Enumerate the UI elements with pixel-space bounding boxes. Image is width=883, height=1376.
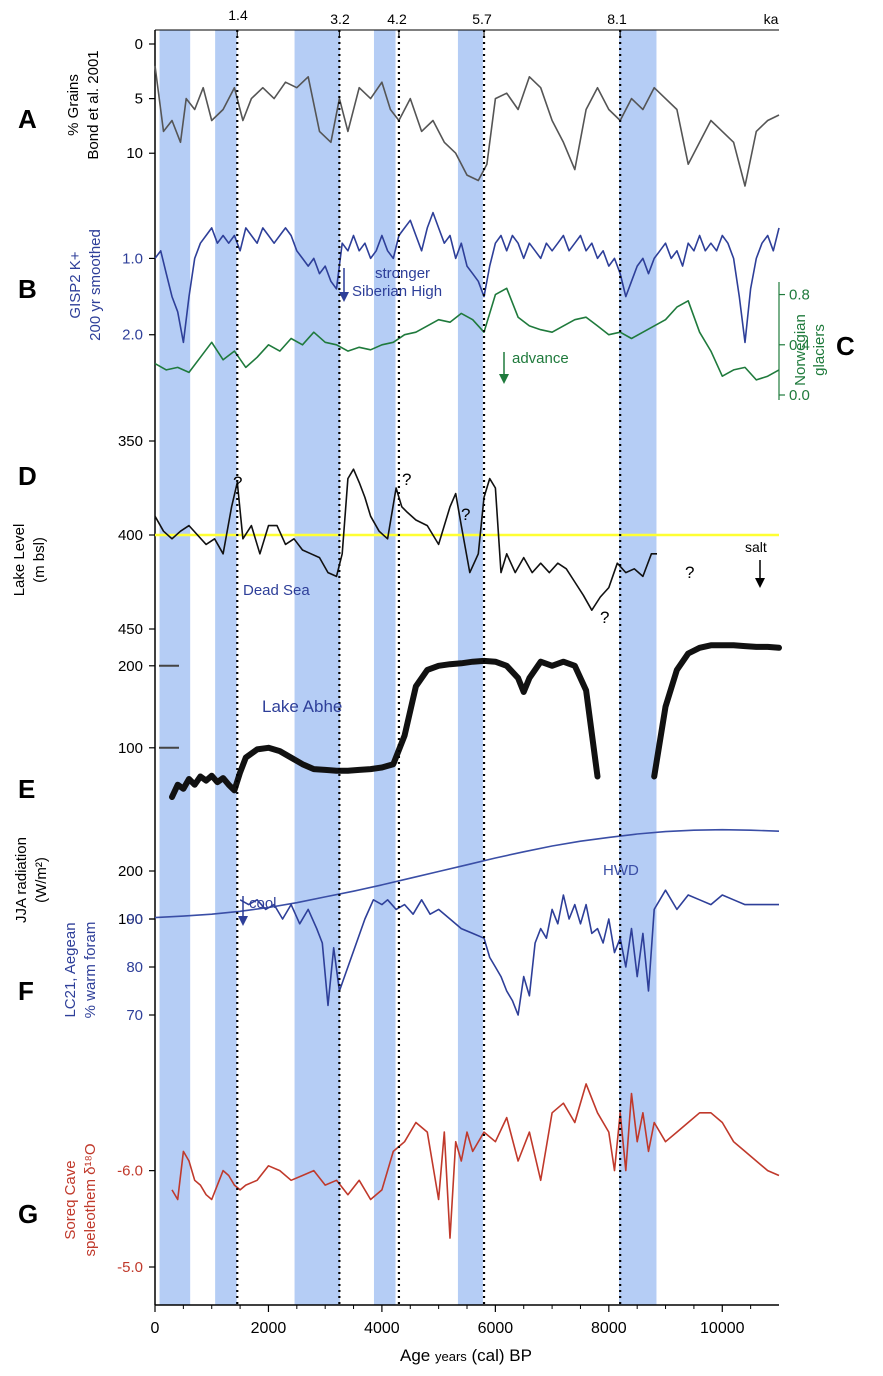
y-tick-label-C: 0.0 <box>789 387 810 404</box>
ylabel-g-1: Soreq Cave <box>62 1160 79 1239</box>
y-tick-label-E: 200 <box>118 658 143 675</box>
y-tick-label-D: 400 <box>118 527 143 544</box>
ylabel-f-2: % warm foram <box>82 922 99 1019</box>
arrow-cool-head <box>238 916 248 926</box>
x-tick-label-4000: 4000 <box>364 1320 400 1337</box>
highlight-band-3 <box>294 30 340 1305</box>
y-tick-label-B: 1.0 <box>122 250 143 267</box>
series-line-b <box>154 211 780 344</box>
x-tick-label-6000: 6000 <box>478 1320 514 1337</box>
annotation-salt: salt <box>745 539 767 555</box>
highlight-band-5 <box>457 30 483 1305</box>
y-tick-label-JJA: 100 <box>118 911 143 928</box>
arrow-salt-head <box>755 578 765 588</box>
annotations: stronger Siberian High advance Dead Sea … <box>233 265 767 926</box>
x-axis-title-small: years <box>435 1349 467 1364</box>
panel-letter-g: G <box>18 1199 38 1229</box>
event-label-5.7: 5.7 <box>472 11 492 27</box>
y-tick-label-F: 80 <box>126 959 143 976</box>
annotation-dead-sea: Dead Sea <box>243 582 310 599</box>
annotation-hwd: HWD <box>603 862 639 879</box>
ylabel-a-1: % Grains <box>65 74 82 136</box>
arrow-siberian-head <box>339 292 349 302</box>
top-axis-unit: ka <box>764 11 779 27</box>
highlight-band-6 <box>619 30 657 1305</box>
ylabel-c-2: glaciers <box>811 324 828 376</box>
y-tick-label-F: 70 <box>126 1007 143 1024</box>
y-tick-label-A: 10 <box>126 145 143 162</box>
event-label-3.2: 3.2 <box>330 11 350 27</box>
series-line-d <box>154 468 657 611</box>
y-tick-label-A: 0 <box>135 36 143 53</box>
series-line-jja <box>154 828 780 919</box>
y-axis-labels: % Grains Bond et al. 2001 GISP2 K+ 200 y… <box>11 50 828 1256</box>
x-tick-label-2000: 2000 <box>251 1320 287 1337</box>
x-axis-title-main: Age <box>400 1346 435 1365</box>
ylabel-d-1: Lake Level <box>11 524 28 597</box>
arrow-advance-head <box>499 374 509 384</box>
series-line-lake-abhe-2 <box>651 642 782 780</box>
ylabel-a-2: Bond et al. 2001 <box>85 50 102 159</box>
annotation-advance: advance <box>512 350 569 367</box>
highlight-band-2 <box>215 30 237 1305</box>
panel-letters: A B C D E F G <box>18 104 855 1229</box>
ylabel-f-1: LC21, Aegean <box>62 922 79 1017</box>
ylabel-c-1: Norwegian <box>792 314 809 386</box>
panel-letter-f: F <box>18 976 34 1006</box>
series-line-a <box>154 65 780 187</box>
annotation-cool: cool <box>249 895 277 912</box>
question-mark-5: ? <box>685 563 694 582</box>
panel-letter-b: B <box>18 274 37 304</box>
x-tick-label-8000: 8000 <box>591 1320 627 1337</box>
x-axis-title: Age years (cal) BP <box>400 1346 532 1365</box>
y-tick-label-JJA: 200 <box>118 863 143 880</box>
question-mark-3: ? <box>461 505 470 524</box>
panel-letter-e: E <box>18 774 35 804</box>
y-tick-label-D: 350 <box>118 433 143 450</box>
top-event-labels: 1.4 3.2 4.2 5.7 8.1 ka <box>228 7 778 27</box>
panel-letter-a: A <box>18 104 37 134</box>
y-tick-label-F: 90 <box>126 911 143 928</box>
ylabel-d-2: (m bsl) <box>31 537 48 583</box>
ylabel-b-1: GISP2 K+ <box>67 251 84 318</box>
highlight-band-1 <box>159 30 191 1305</box>
y-tick-label-G: -6.0 <box>117 1163 143 1180</box>
series-line-g <box>171 1083 780 1239</box>
ylabel-b-2: 200 yr smoothed <box>87 229 104 341</box>
x-tick-label-10000: 10000 <box>700 1320 745 1337</box>
x-axis-title-rest: (cal) BP <box>467 1346 532 1365</box>
highlight-band-4 <box>373 30 396 1305</box>
y-tick-label-C: 0.8 <box>789 287 810 304</box>
event-lines <box>236 30 622 1305</box>
question-mark-4: ? <box>600 608 609 627</box>
panel-letter-c: C <box>836 331 855 361</box>
x-tick-label-0: 0 <box>151 1320 160 1337</box>
event-label-1.4: 1.4 <box>228 7 248 23</box>
axes-layer: 0 2000 4000 6000 8000 10000 0 5 10 1.0 2.0 0.8 0.4 0.… <box>117 29 810 1337</box>
y-tick-label-B: 2.0 <box>122 327 143 344</box>
ylabel-g-2: speleothem δ¹⁸O <box>82 1143 99 1256</box>
series-line-lake-abhe-1 <box>169 657 601 800</box>
y-tick-label-E: 100 <box>118 740 143 757</box>
highlight-bands <box>159 30 657 1305</box>
y-tick-label-D: 450 <box>118 621 143 638</box>
event-label-4.2: 4.2 <box>387 11 407 27</box>
ylabel-jja-1: JJA radiation <box>13 837 30 923</box>
annotation-stronger: stronger <box>375 265 430 282</box>
annotation-lake-abhe: Lake Abhe <box>262 697 342 716</box>
annotation-siberian-high: Siberian High <box>352 283 442 300</box>
y-tick-label-A: 5 <box>135 91 143 108</box>
question-mark-2: ? <box>402 470 411 489</box>
series-layer <box>154 65 782 1239</box>
ylabel-jja-2: (W/m²) <box>33 857 50 903</box>
y-tick-label-G: -5.0 <box>117 1259 143 1276</box>
question-mark-1: ? <box>233 473 242 492</box>
series-line-c <box>154 287 780 381</box>
event-label-8.1: 8.1 <box>607 11 627 27</box>
series-line-f <box>239 889 779 1016</box>
panel-letter-d: D <box>18 461 37 491</box>
y-tick-label-C: 0.4 <box>789 337 810 354</box>
